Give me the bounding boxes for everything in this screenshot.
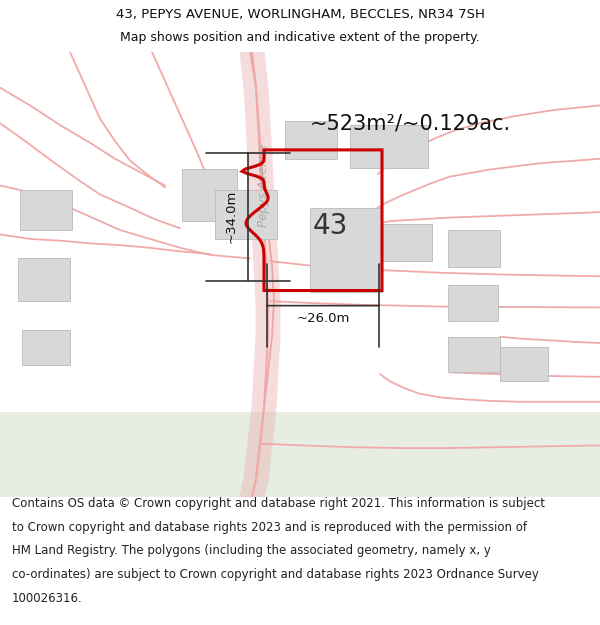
- Text: to Crown copyright and database rights 2023 and is reproduced with the permissio: to Crown copyright and database rights 2…: [12, 521, 527, 534]
- Text: Contains OS data © Crown copyright and database right 2021. This information is : Contains OS data © Crown copyright and d…: [12, 497, 545, 510]
- Bar: [182, 169, 237, 221]
- Text: 43, PEPYS AVENUE, WORLINGHAM, BECCLES, NR34 7SH: 43, PEPYS AVENUE, WORLINGHAM, BECCLES, N…: [116, 8, 484, 21]
- Text: 43: 43: [313, 211, 347, 239]
- Bar: [448, 230, 500, 268]
- Text: ~26.0m: ~26.0m: [296, 312, 350, 326]
- Bar: [448, 337, 500, 372]
- Text: ~34.0m: ~34.0m: [225, 190, 238, 243]
- Bar: [18, 259, 70, 301]
- Text: HM Land Registry. The polygons (including the associated geometry, namely x, y: HM Land Registry. The polygons (includin…: [12, 544, 491, 558]
- Bar: [215, 190, 277, 239]
- Bar: [380, 224, 432, 261]
- Bar: [20, 190, 72, 230]
- Text: Pepys Avenue: Pepys Avenue: [257, 144, 269, 227]
- Text: co-ordinates) are subject to Crown copyright and database rights 2023 Ordnance S: co-ordinates) are subject to Crown copyr…: [12, 568, 539, 581]
- Bar: [285, 121, 337, 159]
- Text: ~523m²/~0.129ac.: ~523m²/~0.129ac.: [310, 113, 511, 133]
- Text: 100026316.: 100026316.: [12, 592, 83, 605]
- Bar: [310, 208, 382, 292]
- Bar: [500, 348, 548, 381]
- Polygon shape: [0, 412, 600, 497]
- Bar: [22, 329, 70, 365]
- Bar: [448, 285, 498, 321]
- Bar: [350, 125, 428, 168]
- Text: Map shows position and indicative extent of the property.: Map shows position and indicative extent…: [120, 31, 480, 44]
